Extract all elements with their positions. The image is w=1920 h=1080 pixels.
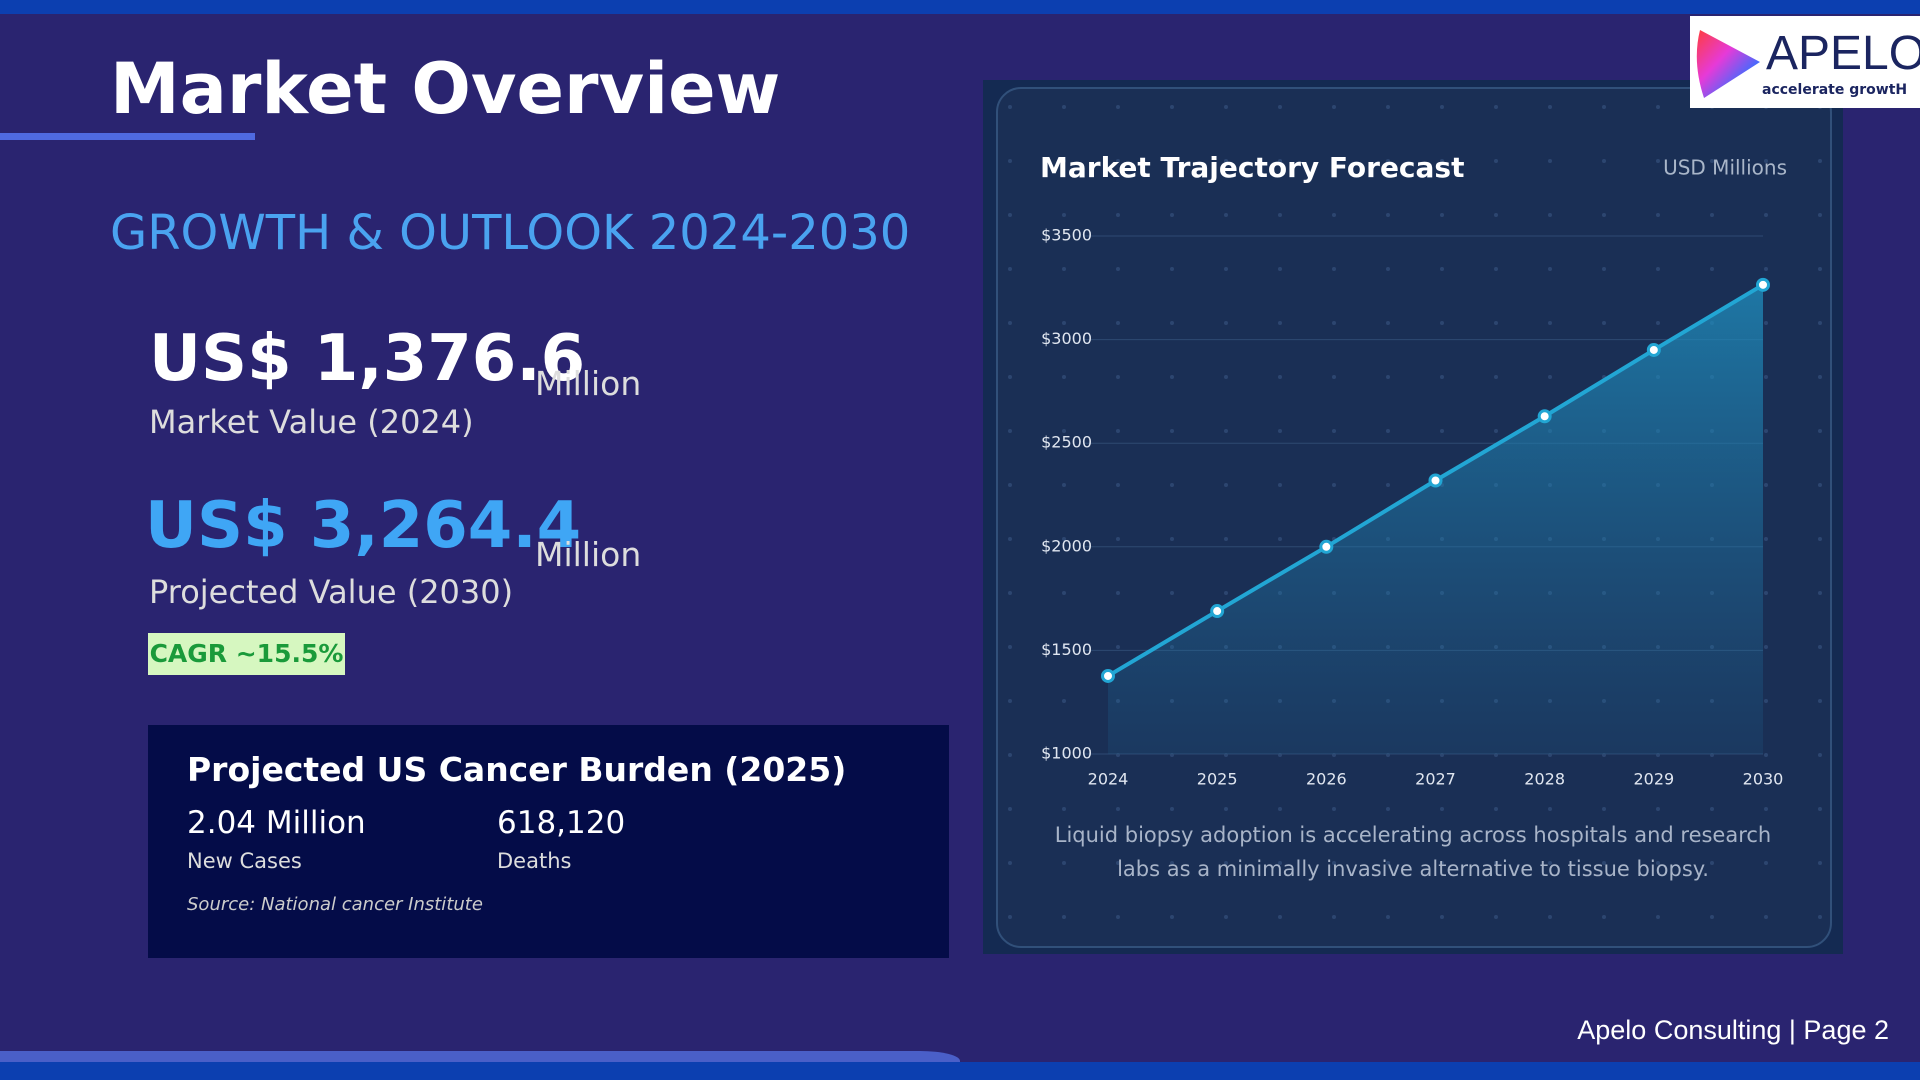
x-tick-label: 2026 bbox=[1306, 770, 1347, 789]
metric-unit: Million bbox=[535, 535, 642, 574]
page-title: Market Overview bbox=[110, 48, 781, 130]
point bbox=[1428, 473, 1443, 488]
burden-title: Projected US Cancer Burden (2025) bbox=[187, 750, 847, 789]
metric-label: Market Value (2024) bbox=[149, 403, 474, 441]
x-tick-label: 2024 bbox=[1088, 770, 1129, 789]
chart-caption: Liquid biopsy adoption is accelerating a… bbox=[1054, 823, 1772, 881]
x-tick-label: 2025 bbox=[1197, 770, 1238, 789]
y-tick-label: $2000 bbox=[1041, 536, 1092, 555]
metric-unit: Million bbox=[535, 364, 642, 403]
x-tick-label: 2029 bbox=[1633, 770, 1674, 789]
y-tick-label: $3000 bbox=[1041, 329, 1092, 348]
y-tick-label: $1500 bbox=[1041, 640, 1092, 659]
y-tick-label: $1000 bbox=[1041, 744, 1092, 763]
stat-value: 2.04 Million bbox=[187, 805, 366, 841]
x-tick-label: 2028 bbox=[1524, 770, 1565, 789]
unit-label: USD Millions bbox=[1663, 156, 1787, 180]
point bbox=[1646, 342, 1661, 357]
stat-value: 618,120 bbox=[497, 805, 626, 841]
logo-tagline: accelerate growtH bbox=[1762, 82, 1908, 98]
y-tick-label: $3500 bbox=[1041, 226, 1092, 245]
subtitle: GROWTH & OUTLOOK 2024-2030 bbox=[110, 205, 911, 261]
top-bar bbox=[0, 0, 1920, 14]
footer: Apelo Consulting | Page 2 bbox=[1577, 1015, 1889, 1045]
point bbox=[1537, 409, 1552, 424]
logo-name: APELO bbox=[1766, 27, 1920, 80]
cagr-badge: CAGR ~15.5% bbox=[148, 633, 345, 675]
stat-label: New Cases bbox=[187, 849, 302, 873]
metric-label: Projected Value (2030) bbox=[149, 573, 514, 611]
point bbox=[1756, 277, 1770, 292]
bottom-accent bbox=[0, 1051, 960, 1062]
logo-mark bbox=[1696, 30, 1760, 98]
chart-panel: Market Trajectory Forecast USD Millions … bbox=[983, 80, 1843, 954]
x-tick-label: 2030 bbox=[1743, 770, 1784, 789]
area bbox=[1108, 284, 1763, 754]
logo: APELO accelerate growtH bbox=[1690, 16, 1920, 108]
y-tick-label: $2500 bbox=[1041, 433, 1092, 452]
point bbox=[1101, 668, 1115, 683]
metric-value: US$ 3,264.4 bbox=[145, 489, 582, 563]
title-underline bbox=[0, 133, 255, 140]
metric-value: US$ 1,376.6 bbox=[149, 322, 586, 396]
point bbox=[1319, 539, 1334, 554]
burden-panel: Projected US Cancer Burden (2025) 2.04 M… bbox=[148, 725, 949, 958]
x-tick-label: 2027 bbox=[1415, 770, 1456, 789]
point bbox=[1210, 604, 1225, 619]
chart-title: Market Trajectory Forecast bbox=[1040, 151, 1464, 184]
stat-label: Deaths bbox=[497, 849, 572, 873]
bottom-bar bbox=[0, 1062, 1920, 1080]
source-note: Source: National cancer Institute bbox=[187, 894, 483, 915]
